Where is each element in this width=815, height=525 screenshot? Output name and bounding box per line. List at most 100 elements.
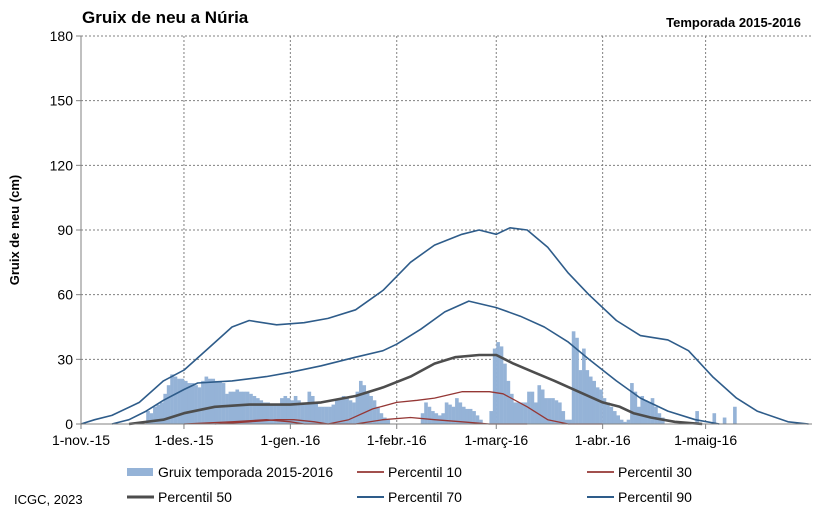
snow-depth-bar	[201, 380, 205, 424]
snow-depth-bar	[341, 395, 346, 424]
snow-depth-bar	[540, 389, 545, 424]
snow-depth-bar	[523, 402, 528, 424]
snow-depth-bar	[259, 400, 264, 424]
snow-depth-bar	[544, 398, 548, 424]
snow-depth-bar	[444, 402, 449, 424]
snow-depth-bar	[149, 413, 154, 424]
snow-depth-bar	[530, 391, 535, 424]
snow-depth-bar	[190, 383, 195, 424]
snow-depth-bar	[582, 348, 586, 424]
snow-depth-bar	[249, 393, 253, 424]
snow-depth-bar	[424, 402, 428, 424]
snow-depth-bar	[307, 391, 312, 424]
legend-label: Percentil 10	[388, 464, 462, 480]
legend-label: Percentil 30	[618, 464, 692, 480]
snow-depth-bar	[159, 402, 164, 424]
snow-depth-bar	[516, 402, 521, 424]
x-tick-label: 1-maig-16	[674, 432, 737, 448]
snow-depth-bar	[221, 383, 226, 424]
snow-depth-bar	[256, 398, 260, 424]
snow-depth-bar	[276, 404, 281, 424]
legend-label: Percentil 70	[388, 489, 462, 505]
snow-depth-bar	[269, 404, 274, 424]
snow-depth-bar	[362, 385, 367, 424]
snow-depth-bar	[479, 419, 483, 424]
snow-depth-bar	[537, 385, 542, 424]
snow-depth-bar	[314, 402, 319, 424]
snow-depth-bar	[441, 413, 445, 424]
p70-line	[111, 300, 720, 425]
legend-item: Percentil 50	[127, 489, 232, 505]
snow-depth-bar	[492, 348, 497, 424]
snow-depth-bar	[506, 380, 511, 424]
snow-depth-bar	[355, 391, 360, 424]
snow-depth-bar	[499, 346, 504, 424]
snow-depth-bar	[194, 385, 198, 424]
y-tick-label: 0	[65, 416, 73, 432]
snow-depth-bar	[297, 400, 301, 424]
snow-depth-bar	[304, 404, 308, 424]
snow-depth-bar	[609, 406, 614, 424]
snow-depth-bar	[465, 408, 470, 424]
snow-depth-bar	[166, 385, 171, 424]
snow-depth-bar	[228, 391, 233, 424]
snow-depth-bar	[695, 411, 699, 424]
season-label: Temporada 2015-2016	[666, 15, 801, 30]
snow-depth-bar	[324, 406, 329, 424]
snow-depth-bar	[561, 411, 566, 424]
snow-depth-bar	[616, 415, 621, 424]
y-tick-label: 180	[50, 28, 74, 44]
snow-depth-bar	[376, 406, 380, 424]
snow-depth-bar	[468, 408, 473, 424]
snow-depth-bar	[489, 411, 494, 424]
legend-label: Percentil 90	[618, 489, 692, 505]
snow-depth-bar	[283, 395, 288, 424]
p50-line	[128, 353, 703, 426]
snow-depth-bar	[310, 395, 315, 424]
y-tick-label: 120	[50, 157, 74, 173]
legend-label: Percentil 50	[158, 489, 232, 505]
snow-depth-bar	[509, 393, 514, 424]
snow-depth-bar	[262, 402, 267, 424]
snow-depth-bar	[595, 387, 600, 424]
snow-depth-bar	[290, 400, 294, 424]
snow-depth-bar	[475, 415, 480, 424]
snow-depth-bar	[564, 419, 569, 424]
snow-depth-bar	[513, 402, 518, 424]
snow-depth-bar	[448, 404, 452, 424]
snow-depth-bar	[455, 398, 459, 424]
snow-depth-bar	[503, 363, 507, 424]
snow-depth-bar	[733, 406, 737, 424]
snow-depth-bar	[654, 406, 658, 424]
chart-title: Gruix de neu a Núria	[82, 8, 249, 27]
x-tick-label: 1-febr.-16	[367, 432, 427, 448]
snow-depth-bar	[547, 398, 552, 424]
credit-text: ICGC, 2023	[14, 492, 83, 507]
snow-depth-bar	[146, 411, 150, 424]
snow-depth-bar	[214, 380, 219, 424]
snow-depth-bar	[204, 376, 209, 424]
snow-depth-bar	[321, 406, 325, 424]
snow-depth-bar	[592, 380, 596, 424]
snow-depth-bar	[235, 389, 240, 424]
snow-depth-bar	[599, 389, 603, 424]
snow-depth-bar	[722, 417, 727, 424]
snow-depth-bar	[365, 391, 370, 424]
snow-depth-bar	[180, 378, 185, 424]
snow-depth-bar	[431, 411, 435, 424]
snow-depth-bar	[300, 402, 305, 424]
snow-depth-bar	[173, 376, 178, 424]
x-tick-label: 1-març-16	[464, 432, 528, 448]
legend-label: Gruix temporada 2015-2016	[158, 464, 333, 480]
x-tick-label: 1-abr.-16	[575, 432, 631, 448]
snow-depth-bar	[338, 398, 343, 424]
snow-depth-bar	[571, 331, 576, 424]
snow-depth-bar	[156, 404, 161, 424]
snow-depth-bar	[606, 402, 610, 424]
snow-depth-bar	[177, 378, 181, 424]
y-tick-label: 150	[50, 93, 74, 109]
snow-depth-bar	[623, 421, 627, 424]
snow-depth-bar	[266, 402, 270, 424]
snow-depth-bar	[386, 419, 391, 424]
